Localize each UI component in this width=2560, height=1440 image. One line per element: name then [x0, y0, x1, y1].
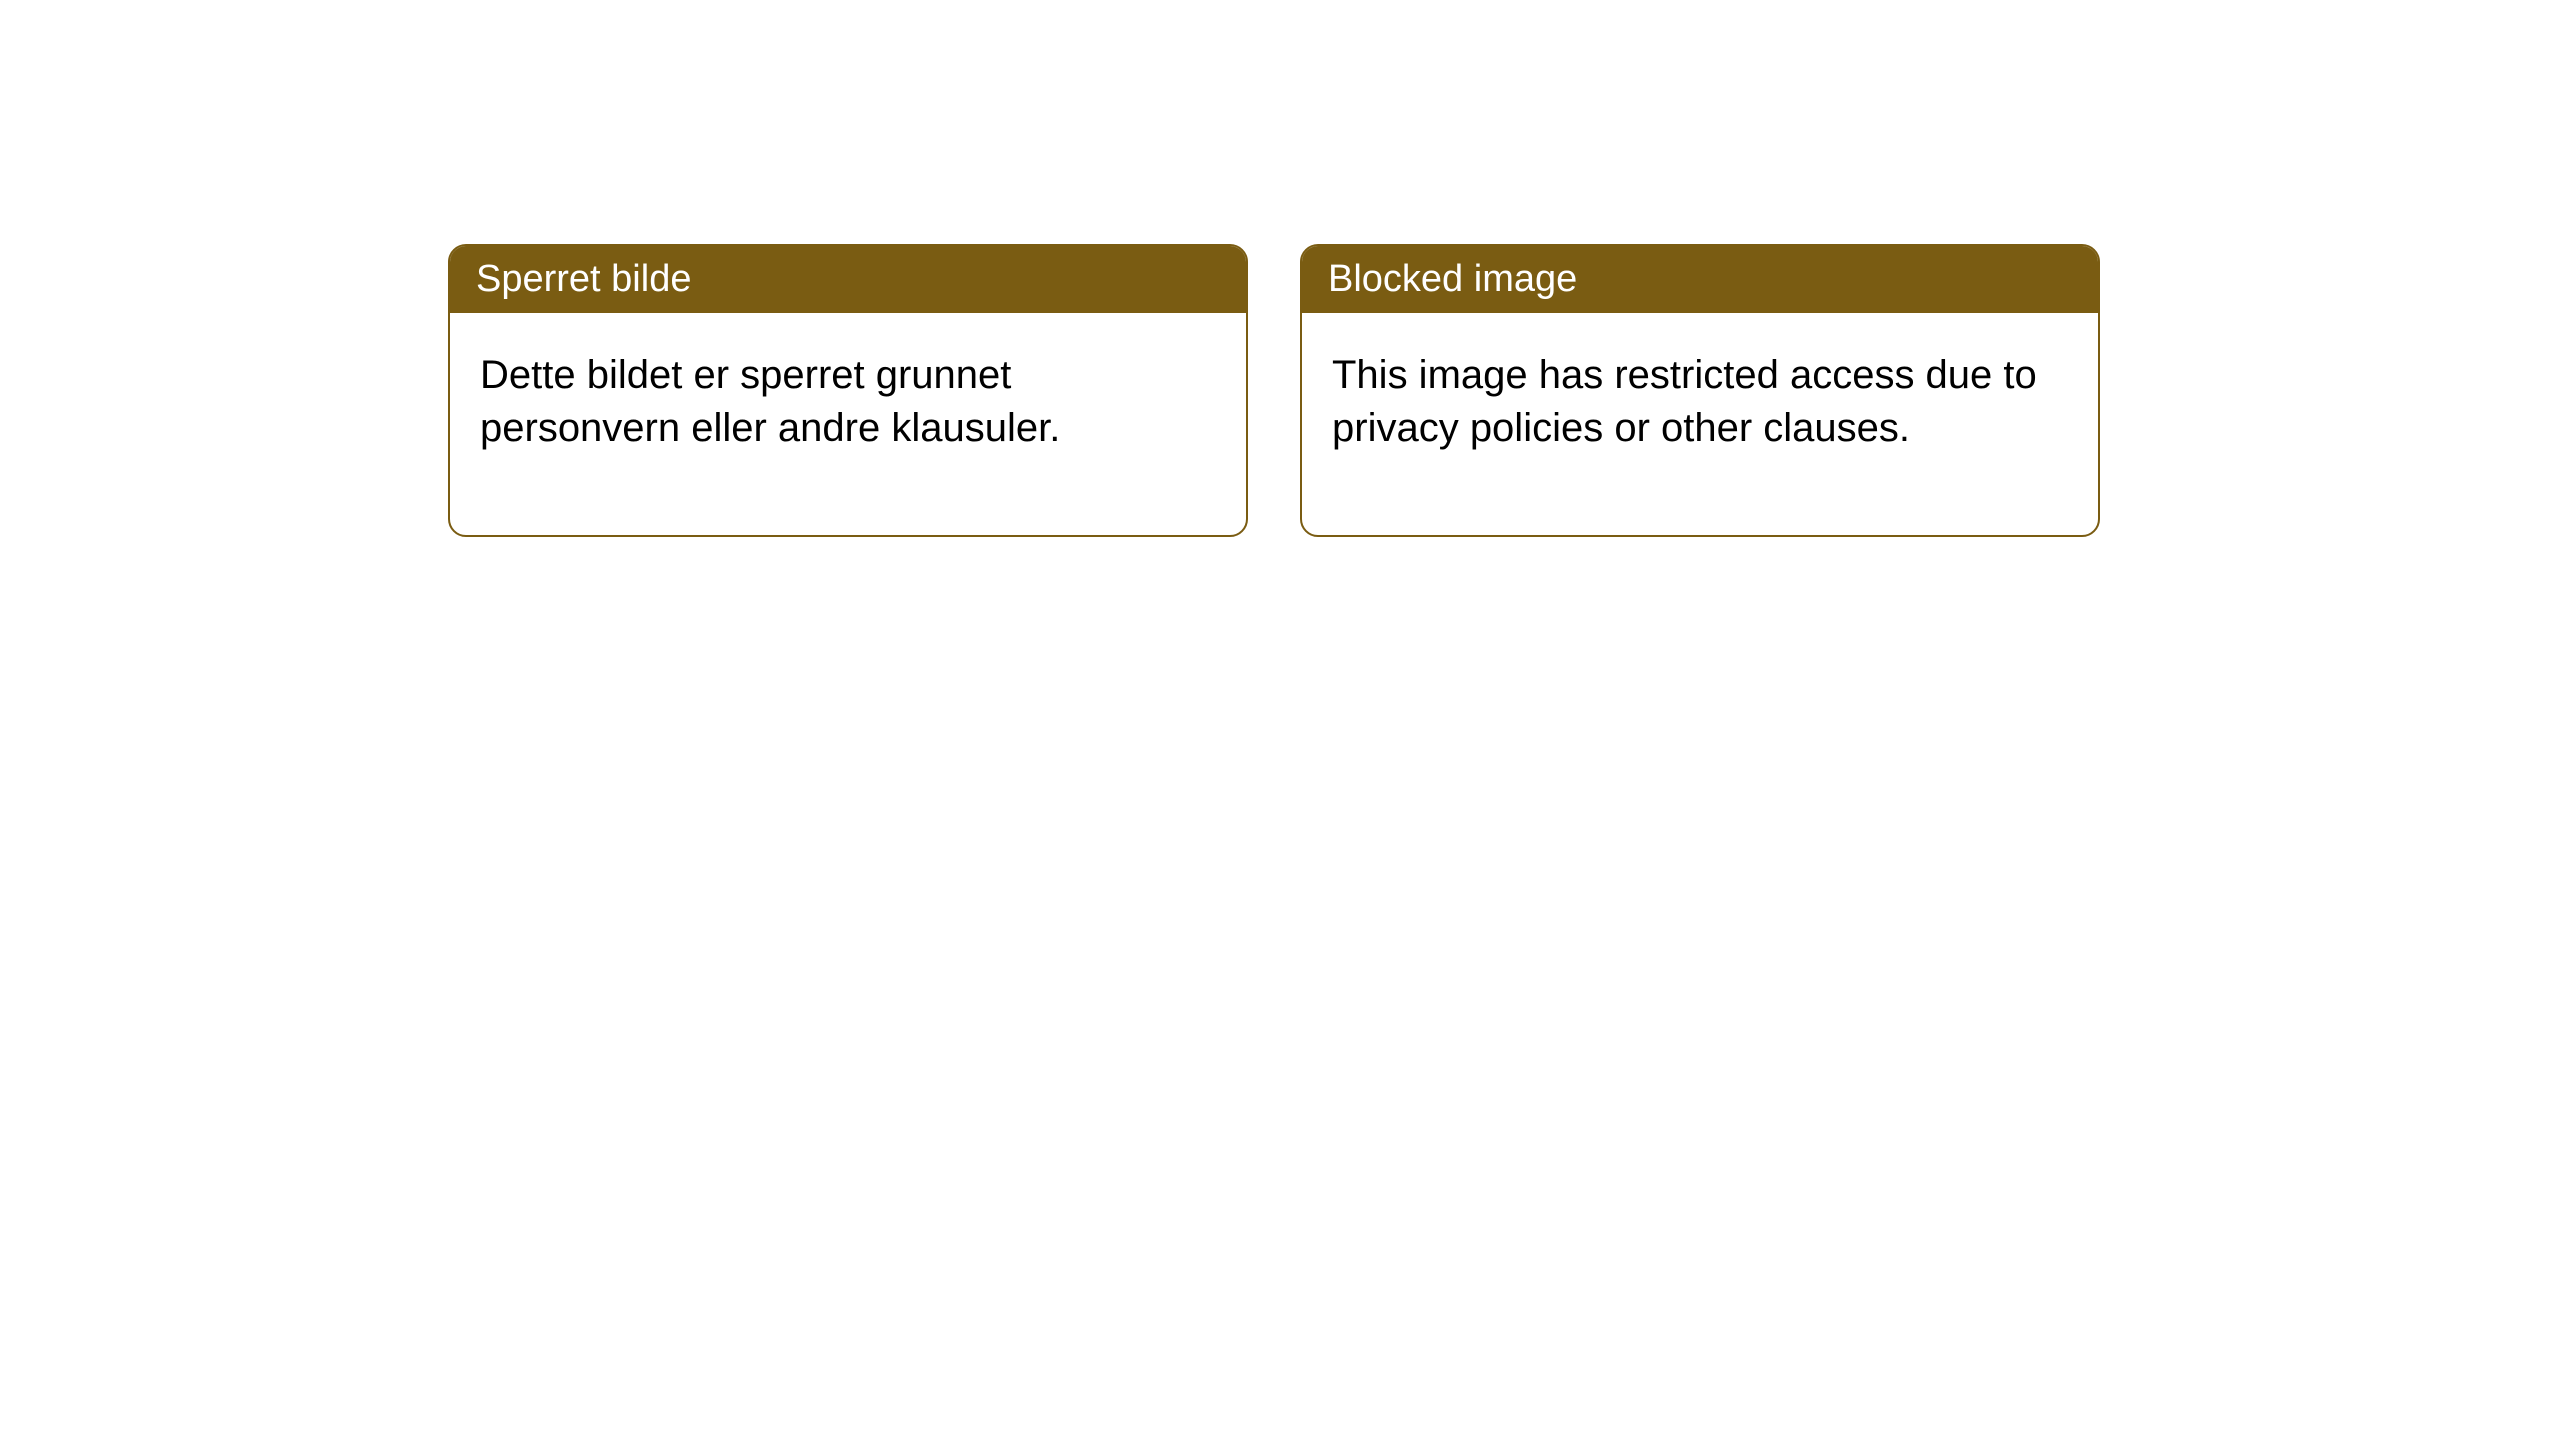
card-body: Dette bildet er sperret grunnet personve… — [450, 313, 1246, 535]
card-header: Sperret bilde — [450, 246, 1246, 313]
notice-card-english: Blocked image This image has restricted … — [1300, 244, 2100, 537]
card-header: Blocked image — [1302, 246, 2098, 313]
card-title: Sperret bilde — [476, 258, 691, 300]
card-title: Blocked image — [1328, 258, 1577, 300]
notice-card-norwegian: Sperret bilde Dette bildet er sperret gr… — [448, 244, 1248, 537]
card-message: This image has restricted access due to … — [1332, 353, 2037, 450]
notice-cards-container: Sperret bilde Dette bildet er sperret gr… — [448, 244, 2100, 537]
card-body: This image has restricted access due to … — [1302, 313, 2098, 535]
card-message: Dette bildet er sperret grunnet personve… — [480, 353, 1060, 450]
